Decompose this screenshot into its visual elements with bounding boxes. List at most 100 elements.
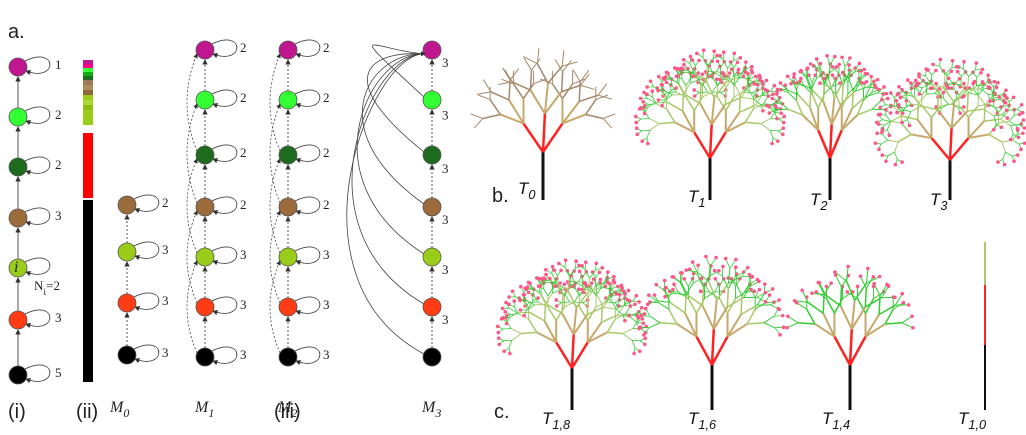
leaf: [862, 81, 866, 85]
loop-label: 2: [55, 107, 62, 122]
leaf: [884, 108, 888, 112]
edge-label: 3: [442, 262, 449, 277]
bar-segment: [83, 95, 93, 100]
leaf: [538, 277, 542, 281]
leaf: [956, 70, 960, 74]
label-sub: 0: [528, 187, 535, 202]
loop-label: 2: [240, 40, 247, 55]
branch: [1003, 152, 1006, 159]
leaf: [663, 279, 667, 283]
branch: [548, 66, 562, 83]
leaf: [1016, 153, 1020, 157]
leaf: [715, 77, 719, 81]
loop-label: 2: [240, 145, 247, 160]
branch: [725, 87, 726, 104]
branch: [572, 342, 588, 368]
leaf: [833, 55, 837, 59]
leaf: [782, 325, 786, 329]
leaf: [693, 94, 697, 98]
leaf: [645, 85, 649, 89]
leaf: [680, 271, 684, 275]
edge: [270, 54, 280, 151]
edge: [347, 54, 425, 354]
leaf: [901, 111, 905, 115]
branch: [770, 130, 778, 131]
branch: [703, 287, 704, 306]
leaf: [507, 295, 511, 299]
branch: [710, 132, 726, 158]
branch: [667, 109, 675, 122]
leaf: [643, 343, 647, 347]
leaf: [717, 269, 721, 273]
leaf: [555, 304, 559, 308]
leaf: [714, 277, 718, 281]
label-sub: 1,0: [968, 417, 986, 432]
leaf: [616, 285, 620, 289]
leaf: [1021, 111, 1025, 115]
leaf: [724, 257, 728, 261]
leaf: [642, 91, 646, 95]
leaf: [502, 349, 506, 353]
self-loop: [25, 157, 50, 173]
branch: [950, 138, 969, 160]
branch: [543, 114, 545, 152]
branch: [647, 103, 655, 108]
leaf: [1022, 118, 1026, 122]
loop-label: 2: [323, 90, 330, 105]
branch: [544, 289, 548, 296]
leaf: [781, 314, 785, 318]
leaf: [831, 65, 835, 69]
leaf: [981, 68, 985, 72]
leaf: [682, 63, 686, 67]
leaf: [1016, 127, 1020, 131]
leaf: [497, 343, 501, 347]
leaf: [754, 75, 758, 79]
branch: [471, 114, 483, 119]
loop-label: 3: [162, 345, 169, 360]
leaf: [744, 70, 748, 74]
leaf: [914, 79, 918, 83]
node: [196, 348, 214, 366]
leaf: [627, 314, 631, 318]
node: [118, 243, 136, 261]
leaf: [775, 92, 779, 96]
bar-segment: [83, 64, 93, 68]
leaf: [689, 55, 693, 59]
branch: [967, 95, 968, 112]
branch: [474, 119, 483, 129]
leaf: [835, 65, 839, 69]
branch: [650, 124, 659, 131]
edge-label: 3: [442, 55, 449, 70]
self-loop: [25, 57, 50, 73]
branch: [1011, 125, 1020, 126]
branch: [1005, 152, 1012, 156]
leaf: [782, 121, 786, 125]
branch: [607, 319, 615, 332]
leaf: [1006, 116, 1010, 120]
leaf: [638, 349, 642, 353]
branch: [543, 123, 563, 152]
branch: [510, 69, 519, 80]
leaf: [848, 68, 852, 72]
branch: [824, 283, 831, 294]
branch: [952, 103, 955, 128]
branch: [749, 91, 753, 98]
leaf: [637, 300, 641, 304]
leaf: [781, 133, 785, 137]
leaf: [647, 293, 651, 297]
leaf: [846, 290, 850, 294]
branch: [1011, 126, 1013, 134]
leaf: [544, 273, 548, 277]
leaf: [639, 325, 643, 329]
leaf: [779, 81, 783, 85]
leaf: [730, 67, 734, 71]
loop-label: 5: [55, 365, 62, 380]
self-loop: [25, 310, 50, 326]
leaf: [761, 109, 765, 113]
branch: [700, 103, 712, 124]
branch: [530, 70, 531, 90]
branch: [630, 317, 637, 323]
branch: [938, 93, 939, 110]
leaf: [612, 275, 616, 279]
leaf: [528, 282, 532, 286]
